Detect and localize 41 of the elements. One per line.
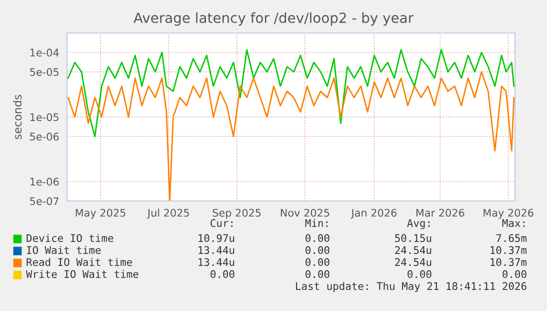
text: 0.00	[306, 246, 330, 254]
y-tick-label: 1e-05	[30, 113, 58, 122]
x-tick-label: Mar 2026	[416, 208, 464, 217]
text: Avg:	[407, 219, 430, 230]
legend-label: Write IO Wait time	[26, 270, 138, 278]
text: 0.00	[306, 270, 330, 278]
x-tick-label: Jan 2026	[350, 208, 397, 219]
text: 0.00	[502, 270, 526, 278]
x-tick-label: May 2026	[484, 208, 534, 219]
y-tick-label: 5e-05	[30, 68, 58, 76]
y-tick-label: 5e-07	[30, 197, 58, 206]
y-tick-label: 5e-06	[30, 132, 59, 141]
text: 0.00	[210, 270, 234, 278]
x-tick-label: Jul 2025	[146, 208, 189, 219]
text: 0.00	[408, 270, 432, 278]
y-axis-title: seconds	[13, 94, 22, 140]
legend-label: IO Wait time	[27, 246, 101, 254]
chart-title: Average latency for /dev/loop2 - by year	[134, 12, 414, 26]
text: Min:	[305, 218, 328, 227]
text: 10.37m	[490, 258, 527, 266]
text: 13.44u	[198, 246, 234, 254]
legend-label: Read IO Wait time	[26, 258, 132, 266]
text: Cur:	[210, 219, 232, 228]
text: 0.00	[306, 258, 330, 266]
x-tick-label: Sep 2025	[212, 208, 261, 219]
text: 0.00	[306, 234, 330, 242]
x-tick-label: Nov 2025	[280, 208, 330, 217]
text: 10.37m	[490, 246, 527, 254]
line-series	[67, 49, 515, 138]
text: 24.54u	[395, 246, 432, 254]
text: 10.97u	[198, 234, 234, 242]
text: Last update: Thu May 21 18:41:11 2026	[296, 282, 526, 292]
y-tick-label: 1e-04	[30, 48, 59, 57]
legend-label: Device IO time	[26, 234, 114, 242]
text: 7.65m	[496, 234, 527, 242]
text: 50.15u	[395, 234, 432, 242]
y-tick-label: 1e-06	[30, 178, 59, 186]
text: 13.44u	[198, 258, 234, 266]
text: 24.54u	[395, 258, 432, 266]
text: Max:	[502, 219, 524, 228]
x-tick-label: May 2025	[76, 208, 126, 219]
